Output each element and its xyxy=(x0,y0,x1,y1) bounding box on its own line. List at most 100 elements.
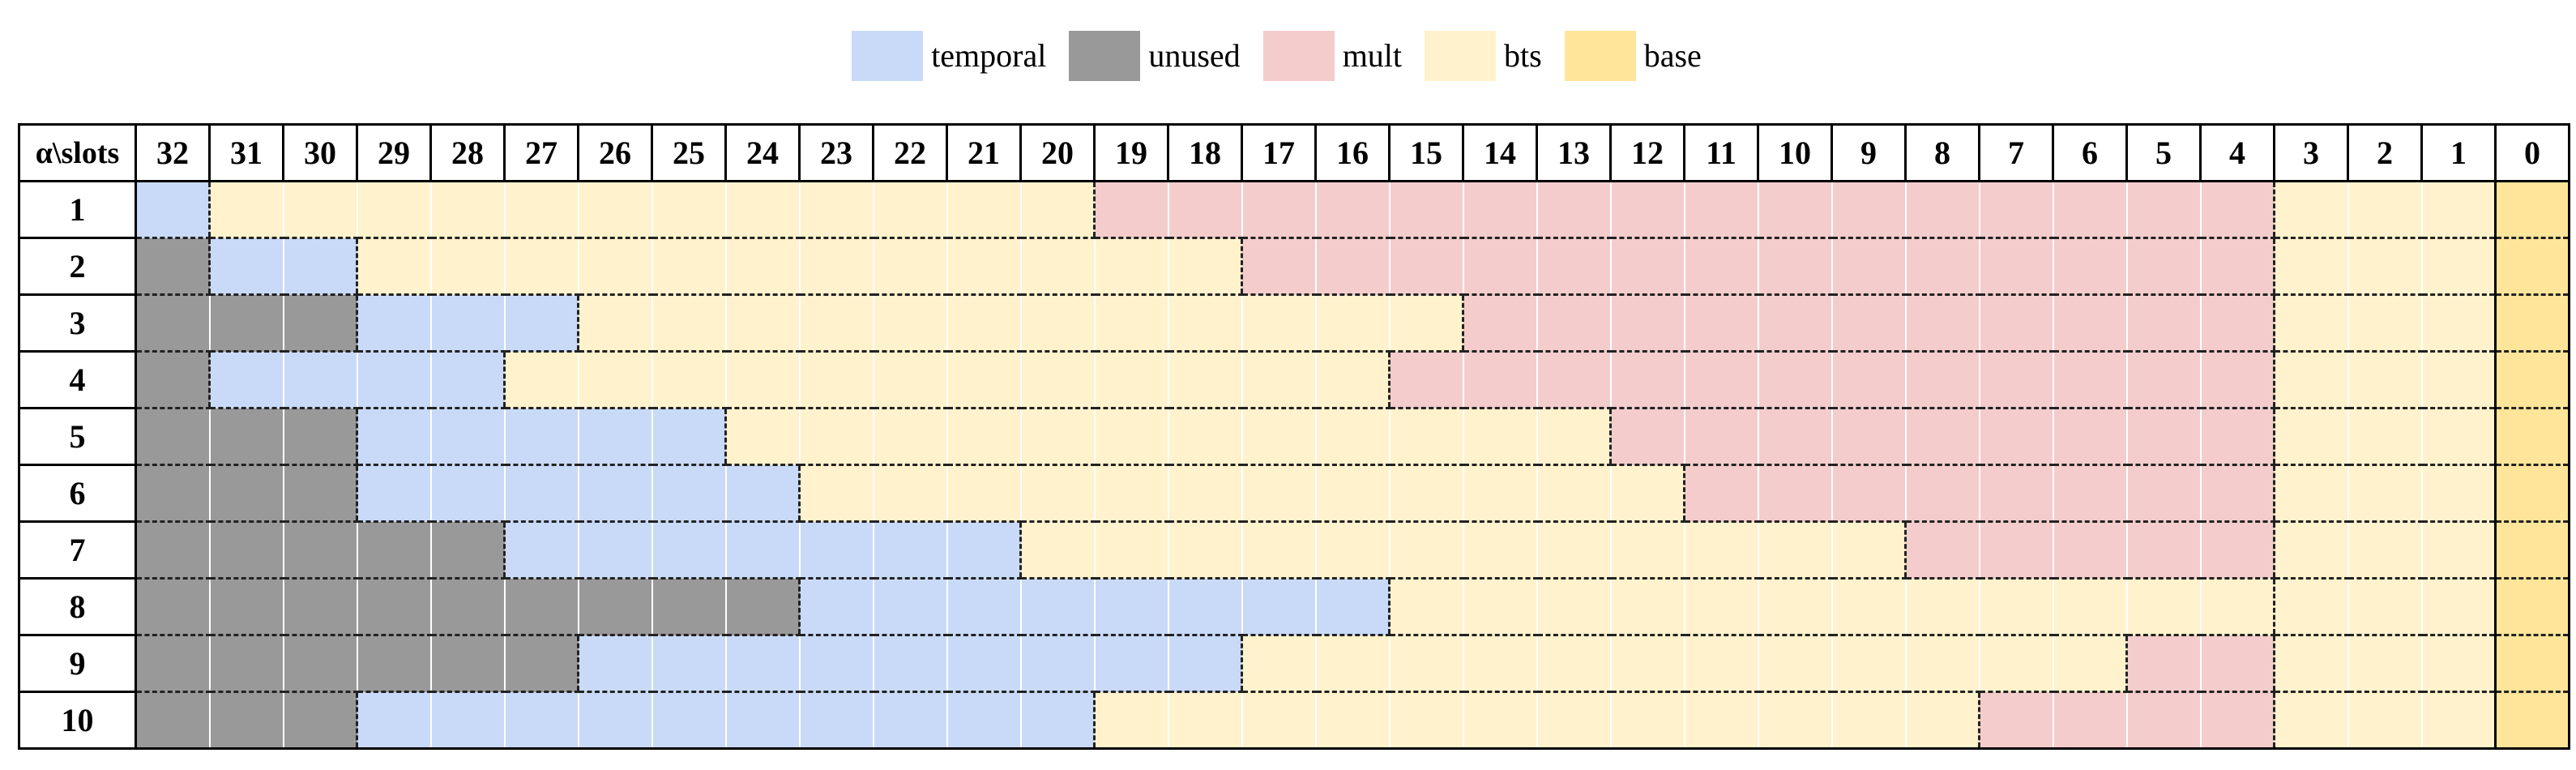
slot-cell-bts xyxy=(725,237,801,296)
slot-cell-mult xyxy=(1684,237,1759,296)
slot-cell-bts xyxy=(1536,521,1612,580)
slot-cell-bts xyxy=(1241,464,1317,523)
slot-cell-mult xyxy=(1979,181,2054,239)
slot-header-12: 12 xyxy=(1609,123,1685,182)
slot-cell-temporal xyxy=(578,521,653,580)
slot-cell-temporal xyxy=(946,635,1022,693)
slot-header-31: 31 xyxy=(208,123,284,182)
slot-header-3: 3 xyxy=(2273,123,2348,182)
row-label-10: 10 xyxy=(18,691,137,750)
slot-cell-bts xyxy=(2126,578,2202,636)
slot-cell-temporal xyxy=(208,351,284,409)
legend-item-temporal: temporal xyxy=(852,31,1074,81)
slot-cell-bts xyxy=(1758,521,1833,580)
slot-cell-bts xyxy=(1019,521,1096,580)
slot-cell-bts xyxy=(1241,408,1317,466)
legend-swatch-mult xyxy=(1262,31,1335,81)
slot-cell-mult xyxy=(1831,351,1907,409)
slot-cell-bts xyxy=(1168,294,1243,353)
slot-header-13: 13 xyxy=(1536,123,1611,182)
legend-swatch-unused xyxy=(1069,31,1141,81)
slot-cell-temporal xyxy=(946,521,1022,580)
slot-cell-bts xyxy=(798,464,874,523)
slot-cell-bts xyxy=(2347,521,2423,580)
slot-cell-temporal xyxy=(577,635,653,693)
slot-cell-temporal xyxy=(725,635,801,693)
slot-cell-mult xyxy=(1093,181,1169,239)
slot-header-5: 5 xyxy=(2125,123,2201,182)
slot-cell-mult xyxy=(1241,181,1317,239)
slot-cell-bts xyxy=(1831,691,1907,750)
slot-cell-unused xyxy=(725,578,801,636)
slot-cell-unused xyxy=(209,464,284,523)
slot-cell-bts xyxy=(1241,294,1317,353)
slot-cell-bts xyxy=(799,237,874,296)
slot-cell-temporal xyxy=(799,691,874,750)
slot-cell-temporal xyxy=(1020,635,1096,693)
slot-cell-bts xyxy=(2347,351,2423,409)
slot-cell-bts xyxy=(725,181,801,239)
slot-cell-bts xyxy=(1094,351,1169,409)
slot-cell-bts xyxy=(2421,408,2497,466)
slot-cell-bts xyxy=(946,237,1022,296)
slot-cell-temporal xyxy=(578,464,653,523)
slot-header-16: 16 xyxy=(1314,123,1390,182)
legend-item-base: base xyxy=(1564,31,1729,81)
slot-cell-bts xyxy=(1905,691,1980,750)
table-row: 5 xyxy=(18,408,2570,466)
slot-cell-bts xyxy=(1463,578,1538,636)
slot-cell-bts xyxy=(1315,351,1391,409)
slot-cell-unused xyxy=(135,635,211,693)
slot-cell-mult xyxy=(1831,237,1907,296)
slot-cell-bts xyxy=(2347,635,2423,693)
slot-cell-mult xyxy=(1462,294,1538,353)
slot-cell-bts xyxy=(1905,578,1980,636)
slot-cell-bts xyxy=(1758,691,1833,750)
slot-cell-bts xyxy=(2347,294,2423,353)
slot-cell-bts xyxy=(1241,351,1317,409)
slot-cell-bts xyxy=(2347,408,2423,466)
slot-cell-bts xyxy=(1463,408,1538,466)
slot-cell-temporal xyxy=(946,691,1022,750)
slot-cell-mult xyxy=(1684,181,1759,239)
slot-cell-unused xyxy=(135,521,211,580)
slot-cell-base xyxy=(2494,578,2570,636)
slot-cell-mult xyxy=(2200,237,2275,296)
slot-cell-temporal xyxy=(1315,578,1391,636)
slot-cell-bts xyxy=(1389,635,1464,693)
slot-cell-mult xyxy=(1831,294,1907,353)
slot-cell-bts xyxy=(1020,181,1096,239)
slot-cell-temporal xyxy=(873,635,948,693)
slot-cell-bts xyxy=(1389,521,1464,580)
slot-cell-mult xyxy=(1389,181,1464,239)
slot-cell-unused xyxy=(135,691,211,750)
slot-header-10: 10 xyxy=(1757,123,1832,182)
table-row: 7 xyxy=(18,521,2570,580)
slot-cell-mult xyxy=(1684,351,1759,409)
slot-cell-unused xyxy=(209,635,284,693)
slot-cell-bts xyxy=(1020,237,1096,296)
slot-cell-mult xyxy=(1831,181,1907,239)
slot-cell-bts xyxy=(1315,521,1391,580)
slot-cell-bts xyxy=(1684,521,1759,580)
slot-header-21: 21 xyxy=(946,123,1021,182)
slot-cell-mult xyxy=(1905,408,1980,466)
slot-header-7: 7 xyxy=(1978,123,2053,182)
slot-cell-mult xyxy=(1683,464,1759,523)
slot-cell-bts xyxy=(1168,237,1243,296)
legend: temporal unused mult bts base xyxy=(0,21,2576,91)
slot-header-19: 19 xyxy=(1093,123,1168,182)
row-label-8: 8 xyxy=(18,578,137,636)
slot-cell-bts xyxy=(1020,351,1096,409)
slot-cell-unused xyxy=(430,635,506,693)
slot-cell-bts xyxy=(1389,464,1464,523)
slot-cell-temporal xyxy=(504,408,579,466)
slot-cell-mult xyxy=(2200,521,2275,580)
slot-cell-mult xyxy=(2200,408,2275,466)
slot-cell-unused xyxy=(357,578,432,636)
slot-cell-unused xyxy=(135,294,211,353)
slot-cell-bts xyxy=(1684,635,1759,693)
slot-cell-bts xyxy=(725,294,801,353)
corner-header: α\slots xyxy=(18,123,136,182)
slot-cell-temporal xyxy=(799,521,874,580)
